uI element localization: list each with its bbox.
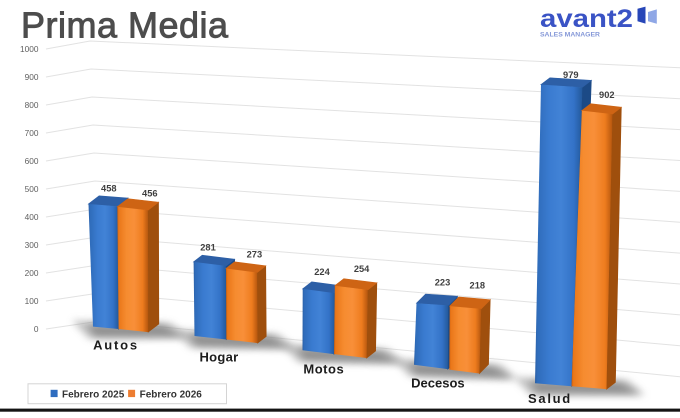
svg-text:902: 902	[599, 90, 615, 100]
svg-text:1000: 1000	[20, 44, 39, 54]
svg-text:SALES MANAGER: SALES MANAGER	[540, 32, 600, 39]
svg-text:Decesos: Decesos	[411, 376, 464, 391]
svg-text:100: 100	[25, 296, 39, 306]
svg-text:281: 281	[200, 242, 216, 252]
svg-text:900: 900	[25, 72, 39, 82]
svg-text:Autos: Autos	[93, 337, 139, 352]
svg-text:Motos: Motos	[303, 362, 344, 377]
svg-text:223: 223	[435, 278, 451, 288]
svg-text:254: 254	[354, 264, 370, 274]
svg-text:500: 500	[25, 184, 39, 194]
svg-text:800: 800	[25, 100, 39, 110]
svg-text:Hogar: Hogar	[199, 349, 238, 364]
svg-text:300: 300	[25, 240, 39, 250]
svg-text:700: 700	[25, 128, 39, 138]
svg-text:273: 273	[247, 249, 263, 259]
svg-text:456: 456	[142, 189, 158, 199]
svg-text:Febrero 2025: Febrero 2025	[62, 389, 125, 400]
svg-text:Salud: Salud	[528, 391, 572, 406]
svg-text:Febrero 2026: Febrero 2026	[140, 389, 203, 400]
svg-text:avant2: avant2	[540, 5, 633, 33]
svg-text:Prima Media: Prima Media	[21, 5, 229, 46]
svg-text:218: 218	[470, 280, 486, 290]
svg-text:224: 224	[314, 267, 330, 277]
svg-text:200: 200	[25, 268, 39, 278]
svg-text:400: 400	[25, 212, 39, 222]
svg-text:600: 600	[25, 156, 39, 166]
svg-text:0: 0	[34, 324, 39, 334]
svg-text:979: 979	[563, 70, 579, 80]
svg-text:458: 458	[101, 184, 117, 194]
